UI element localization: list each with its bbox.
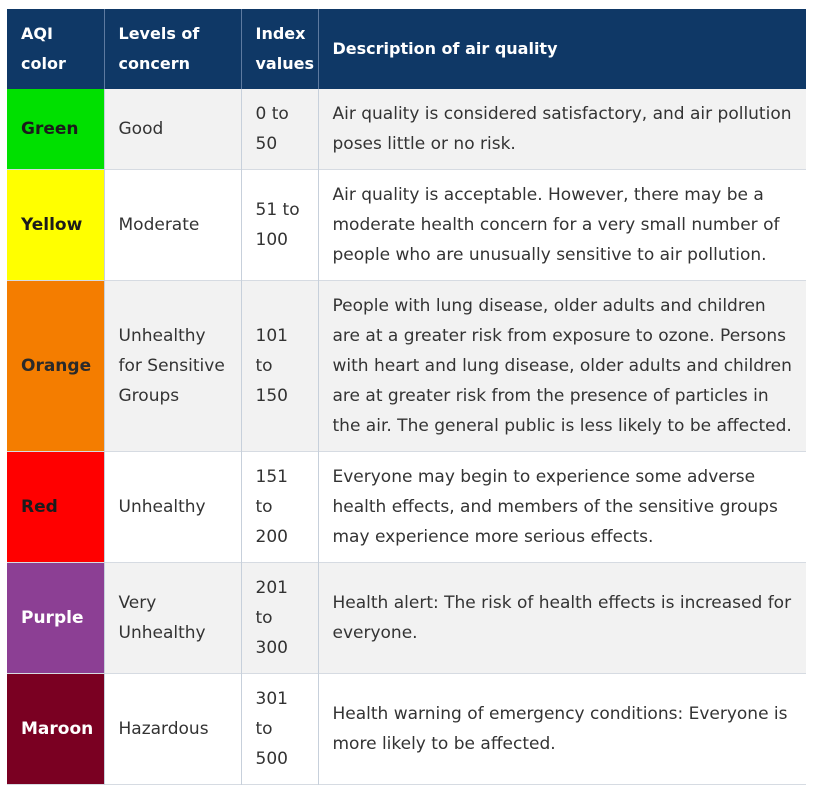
description-cell: Air quality is acceptable. However, ther… bbox=[332, 184, 780, 265]
level-cell: Unhealthy bbox=[104, 451, 242, 562]
index-cell: 301 to 500 bbox=[241, 673, 319, 784]
aqi-color-cell: Orange bbox=[7, 280, 105, 451]
table-row-red: Red Unhealthy 151 to 200 Everyone may be… bbox=[7, 451, 806, 562]
level-cell: Hazardous bbox=[104, 673, 242, 784]
table-row-maroon: Maroon Hazardous 301 to 500 Health warni… bbox=[7, 673, 806, 784]
table-row-orange: Orange Unhealthy for Sensitive Groups 10… bbox=[7, 280, 806, 451]
aqi-color-cell: Maroon bbox=[7, 673, 105, 784]
header-aqi-color: AQI color bbox=[7, 9, 105, 89]
header-index-values: Index values bbox=[241, 9, 319, 89]
index-cell: 101 to 150 bbox=[241, 280, 319, 451]
description-cell: Health alert: The risk of health effects… bbox=[332, 592, 792, 643]
aqi-color-cell: Yellow bbox=[7, 169, 105, 280]
description-cell: Everyone may begin to experience some ad… bbox=[332, 466, 778, 547]
header-levels-of-concern: Levels of concern bbox=[104, 9, 242, 89]
aqi-color-cell: Green bbox=[7, 89, 105, 169]
table-row-purple: Purple Very Unhealthy 201 to 300 Health … bbox=[7, 562, 806, 673]
aqi-color-cell: Red bbox=[7, 451, 105, 562]
level-cell: Moderate bbox=[104, 169, 242, 280]
index-cell: 151 to 200 bbox=[241, 451, 319, 562]
level-cell: Good bbox=[104, 89, 242, 169]
description-cell: People with lung disease, older adults a… bbox=[332, 295, 792, 436]
table-header-row: AQI color Levels of concern Index values… bbox=[7, 9, 806, 89]
aqi-color-cell: Purple bbox=[7, 562, 105, 673]
index-cell: 201 to 300 bbox=[241, 562, 319, 673]
description-cell: Health warning of emergency conditions: … bbox=[332, 703, 788, 754]
table-row-green: Green Good 0 to 50 Air quality is consid… bbox=[7, 89, 806, 169]
table-row-yellow: Yellow Moderate 51 to 100 Air quality is… bbox=[7, 169, 806, 280]
aqi-table: AQI color Levels of concern Index values… bbox=[7, 9, 806, 785]
description-cell: Air quality is considered satisfactory, … bbox=[332, 103, 792, 154]
index-cell: 0 to 50 bbox=[241, 89, 319, 169]
index-cell: 51 to 100 bbox=[241, 169, 319, 280]
level-cell: Unhealthy for Sensitive Groups bbox=[104, 280, 242, 451]
level-cell: Very Unhealthy bbox=[104, 562, 242, 673]
header-description: Description of air quality bbox=[332, 39, 558, 58]
